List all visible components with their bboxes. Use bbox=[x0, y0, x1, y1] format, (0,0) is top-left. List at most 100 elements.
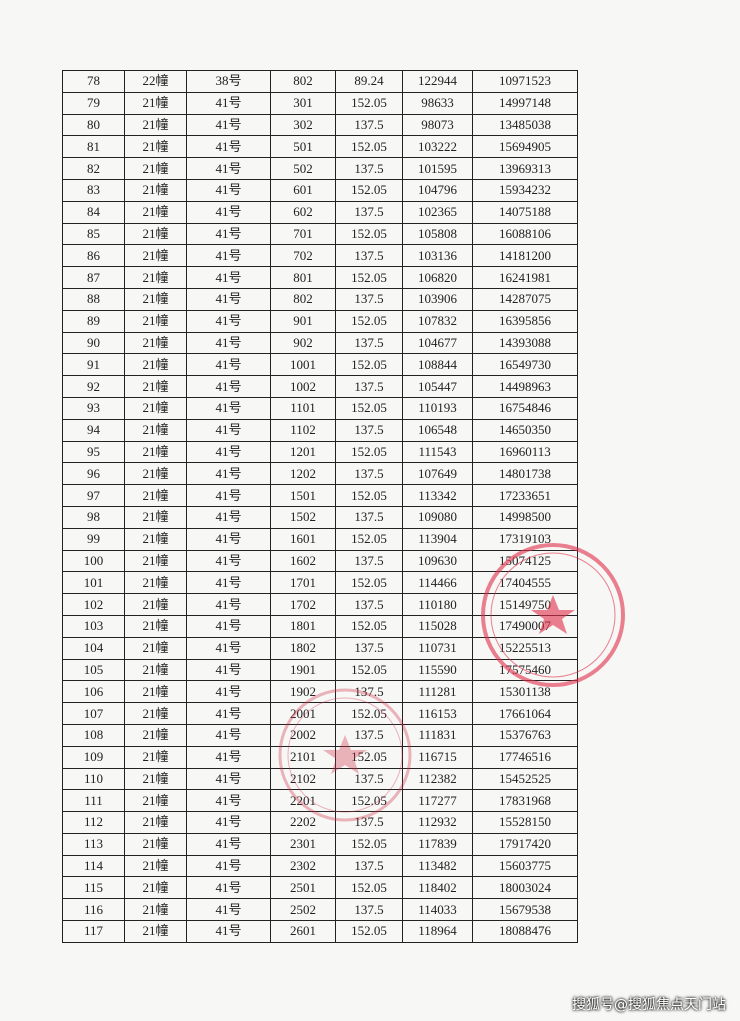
table-cell: 152.05 bbox=[335, 527, 403, 551]
table-cell: 106 bbox=[62, 680, 125, 704]
table-cell: 14801738 bbox=[472, 462, 578, 486]
table-cell: 103906 bbox=[402, 287, 473, 311]
unit-table: 78 22幢 38号 802 89.24 122944 10971523 79 21幢 41号 30… bbox=[62, 70, 578, 943]
table-cell: 152.05 bbox=[335, 920, 403, 943]
table-cell: 21幢 bbox=[124, 135, 187, 159]
table-cell: 104796 bbox=[402, 178, 473, 202]
table-cell: 152.05 bbox=[335, 832, 403, 856]
table-cell: 21幢 bbox=[124, 113, 187, 137]
table-cell: 301 bbox=[270, 91, 336, 115]
table-cell: 108844 bbox=[402, 353, 473, 377]
table-cell: 97 bbox=[62, 484, 125, 507]
table-cell: 41号 bbox=[186, 266, 271, 289]
table-cell: 41号 bbox=[186, 135, 271, 159]
table-cell: 14393088 bbox=[472, 331, 578, 355]
table-cell: 1202 bbox=[270, 462, 336, 486]
table-cell: 1201 bbox=[270, 440, 336, 464]
table-cell: 110 bbox=[62, 767, 125, 791]
table-cell: 89 bbox=[62, 309, 125, 333]
table-cell: 152.05 bbox=[335, 178, 403, 202]
table-cell: 122944 bbox=[402, 70, 473, 93]
table-cell: 41号 bbox=[186, 200, 271, 224]
table-cell: 110731 bbox=[402, 636, 473, 660]
table-cell: 14650350 bbox=[472, 418, 578, 442]
table-cell: 152.05 bbox=[335, 91, 403, 115]
table-cell: 15452525 bbox=[472, 767, 578, 791]
table-cell: 152.05 bbox=[335, 484, 403, 507]
table-cell: 152.05 bbox=[335, 745, 403, 769]
table-cell: 602 bbox=[270, 200, 336, 224]
table-cell: 17746516 bbox=[472, 745, 578, 769]
table-cell: 111831 bbox=[402, 723, 473, 747]
table-cell: 41号 bbox=[186, 658, 271, 682]
table-cell: 801 bbox=[270, 266, 336, 289]
table-cell: 102365 bbox=[402, 200, 473, 224]
table-row: 107 21幢 41号 2001 152.05 116153 17661064 bbox=[62, 702, 578, 725]
table-row: 111 21幢 41号 2201 152.05 117277 17831968 bbox=[62, 789, 578, 813]
table-cell: 41号 bbox=[186, 113, 271, 137]
table-cell: 98633 bbox=[402, 91, 473, 115]
watermark: 搜狐号@搜狐焦点天门站 bbox=[572, 997, 726, 1013]
table-row: 106 21幢 41号 1902 137.5 111281 15301138 bbox=[62, 680, 578, 704]
table-cell: 115 bbox=[62, 876, 125, 900]
table-cell: 21幢 bbox=[124, 309, 187, 333]
table-cell: 107649 bbox=[402, 462, 473, 486]
table-cell: 38号 bbox=[186, 70, 271, 93]
table-cell: 21幢 bbox=[124, 854, 187, 878]
table-cell: 137.5 bbox=[335, 505, 403, 529]
table-cell: 101595 bbox=[402, 157, 473, 180]
table-cell: 41号 bbox=[186, 440, 271, 464]
table-cell: 115028 bbox=[402, 614, 473, 638]
table-row: 110 21幢 41号 2102 137.5 112382 15452525 bbox=[62, 767, 578, 791]
table-row: 97 21幢 41号 1501 152.05 113342 17233651 bbox=[62, 484, 578, 507]
table-cell: 98 bbox=[62, 505, 125, 529]
table-cell: 21幢 bbox=[124, 789, 187, 813]
table-cell: 21幢 bbox=[124, 680, 187, 704]
table-cell: 137.5 bbox=[335, 375, 403, 398]
table-cell: 21幢 bbox=[124, 287, 187, 311]
table-row: 80 21幢 41号 302 137.5 98073 13485038 bbox=[62, 113, 578, 137]
table-row: 90 21幢 41号 902 137.5 104677 14393088 bbox=[62, 331, 578, 355]
table-cell: 21幢 bbox=[124, 222, 187, 246]
table-cell: 137.5 bbox=[335, 549, 403, 573]
table-row: 114 21幢 41号 2302 137.5 113482 15603775 bbox=[62, 854, 578, 878]
table-cell: 104 bbox=[62, 636, 125, 660]
table-cell: 41号 bbox=[186, 331, 271, 355]
table-cell: 21幢 bbox=[124, 811, 187, 834]
table-cell: 84 bbox=[62, 200, 125, 224]
table-cell: 16754846 bbox=[472, 396, 578, 420]
table-cell: 1002 bbox=[270, 375, 336, 398]
table-row: 96 21幢 41号 1202 137.5 107649 14801738 bbox=[62, 462, 578, 486]
table-cell: 41号 bbox=[186, 920, 271, 943]
table-cell: 21幢 bbox=[124, 898, 187, 922]
table-cell: 152.05 bbox=[335, 789, 403, 813]
table-cell: 116153 bbox=[402, 702, 473, 725]
table-cell: 21幢 bbox=[124, 920, 187, 943]
table-cell: 2601 bbox=[270, 920, 336, 943]
table-row: 113 21幢 41号 2301 152.05 117839 17917420 bbox=[62, 832, 578, 856]
table-cell: 41号 bbox=[186, 244, 271, 268]
table-cell: 21幢 bbox=[124, 614, 187, 638]
table-cell: 80 bbox=[62, 113, 125, 137]
table-cell: 41号 bbox=[186, 91, 271, 115]
table-row: 84 21幢 41号 602 137.5 102365 14075188 bbox=[62, 200, 578, 224]
table-cell: 1702 bbox=[270, 593, 336, 616]
table-cell: 78 bbox=[62, 70, 125, 93]
table-cell: 41号 bbox=[186, 549, 271, 573]
table-cell: 41号 bbox=[186, 745, 271, 769]
table-cell: 137.5 bbox=[335, 593, 403, 616]
table-cell: 117839 bbox=[402, 832, 473, 856]
table-cell: 41号 bbox=[186, 462, 271, 486]
table-cell: 117277 bbox=[402, 789, 473, 813]
table-cell: 1001 bbox=[270, 353, 336, 377]
table-row: 103 21幢 41号 1801 152.05 115028 17490007 bbox=[62, 614, 578, 638]
table-cell: 41号 bbox=[186, 593, 271, 616]
table-cell: 21幢 bbox=[124, 702, 187, 725]
table-cell: 152.05 bbox=[335, 309, 403, 333]
table-cell: 701 bbox=[270, 222, 336, 246]
table-cell: 83 bbox=[62, 178, 125, 202]
table-cell: 1101 bbox=[270, 396, 336, 420]
table-cell: 152.05 bbox=[335, 396, 403, 420]
table-row: 104 21幢 41号 1802 137.5 110731 15225513 bbox=[62, 636, 578, 660]
